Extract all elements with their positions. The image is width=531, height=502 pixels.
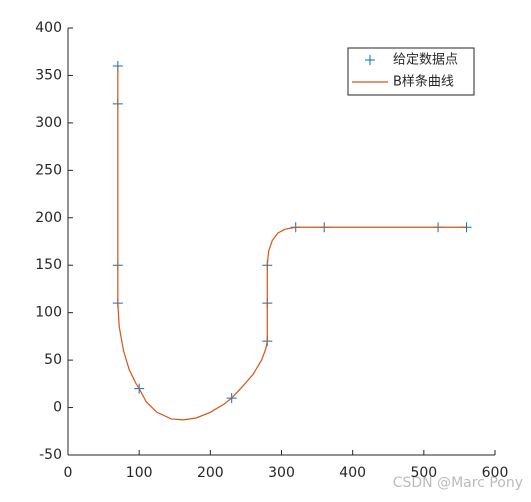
x-tick-label: 0	[64, 465, 73, 481]
legend-label: B样条曲线	[393, 74, 454, 90]
legend-box	[347, 47, 475, 96]
x-tick-label: 300	[268, 465, 295, 481]
x-tick-label: 600	[482, 465, 509, 481]
y-tick-label: 150	[35, 257, 62, 273]
y-tick-label: 250	[35, 162, 62, 178]
y-tick-label: 350	[35, 67, 62, 83]
y-tick-label: 400	[35, 20, 62, 36]
y-tick-label: -50	[39, 447, 62, 463]
x-tick-label: 200	[197, 465, 224, 481]
x-tick-label: 100	[126, 465, 153, 481]
curve	[117, 65, 467, 421]
legend-marker	[365, 55, 375, 65]
y-tick-label: 200	[35, 210, 62, 226]
x-tick-label: 400	[339, 465, 366, 481]
legend-label: 给定数据点	[393, 53, 458, 68]
y-tick-label: 300	[35, 115, 62, 131]
y-tick-label: 50	[44, 352, 62, 368]
x-tick-label: 500	[410, 465, 437, 481]
y-tick-label: 100	[35, 305, 62, 321]
y-tick-label: 0	[53, 400, 62, 416]
watermark: CSDN @Marc Pony	[393, 475, 523, 491]
